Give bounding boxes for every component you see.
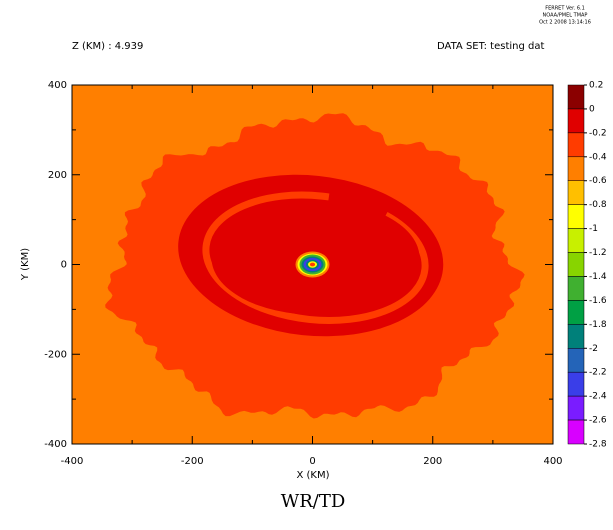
colorbar-swatch — [567, 108, 585, 134]
center-region — [309, 262, 316, 267]
colorbar-label: -2.6 — [589, 416, 607, 426]
colorbar-label: -0.8 — [589, 200, 607, 210]
colorbar-label: -0.6 — [589, 176, 607, 186]
colorbar-label: -1.4 — [589, 272, 607, 282]
colorbar-label: -0.2 — [589, 128, 607, 138]
colorbar-swatch — [567, 204, 585, 229]
colorbar-swatch — [567, 348, 585, 373]
x-tick-label: 200 — [423, 456, 442, 467]
colorbar-swatch — [567, 252, 585, 277]
colorbar-label: -0.4 — [589, 152, 607, 162]
y-tick-label: 0 — [61, 260, 67, 271]
y-axis-label: Y (KM) — [20, 248, 31, 281]
colorbar-label: -2.8 — [589, 440, 607, 450]
colorbar-swatch — [567, 395, 585, 421]
colorbar-swatch — [567, 132, 585, 158]
colorbar-label: -1.8 — [589, 320, 607, 330]
y-tick-label: 400 — [48, 80, 67, 91]
colorbar-label: -1.2 — [589, 248, 607, 258]
colorbar-label: -2.4 — [589, 392, 607, 402]
colorbar-swatch — [567, 180, 585, 205]
subtitle-right: DATA SET: testing dat — [437, 41, 544, 52]
chart-title: WR/TD — [281, 491, 346, 512]
colorbar-swatch — [567, 156, 585, 181]
y-tick-label: -200 — [44, 349, 67, 360]
colorbar-label: -1 — [589, 224, 598, 234]
header-line: FERRET Ver. 6.1 — [545, 6, 585, 12]
y-tick-label: 200 — [48, 170, 67, 181]
x-tick-label: 0 — [309, 456, 315, 467]
header-line: Oct 2 2008 13:14:16 — [539, 20, 591, 26]
colorbar-label: -2 — [589, 344, 598, 354]
colorbar-label: -2.2 — [589, 368, 607, 378]
colorbar-swatch — [567, 276, 585, 301]
ring-gap — [202, 191, 429, 324]
x-axis-label: X (KM) — [296, 470, 329, 481]
colorbar-swatch — [567, 371, 585, 397]
colorbar-swatch — [567, 324, 585, 349]
y-tick-label: -400 — [44, 439, 67, 450]
x-tick-label: -400 — [61, 456, 84, 467]
x-tick-label: 400 — [543, 456, 562, 467]
x-tick-label: -200 — [181, 456, 204, 467]
colorbar-swatch — [567, 300, 585, 325]
colorbar-label: 0 — [589, 104, 595, 114]
colorbar-swatch — [567, 228, 585, 253]
header-line: NOAA/PMEL TMAP — [543, 13, 588, 19]
colorbar-swatch — [567, 84, 585, 110]
subtitle-left: Z (KM) : 4.939 — [72, 41, 143, 52]
colorbar-label: -1.6 — [589, 296, 607, 306]
colorbar-swatch — [567, 419, 585, 445]
colorbar-label: 0.2 — [589, 81, 603, 91]
